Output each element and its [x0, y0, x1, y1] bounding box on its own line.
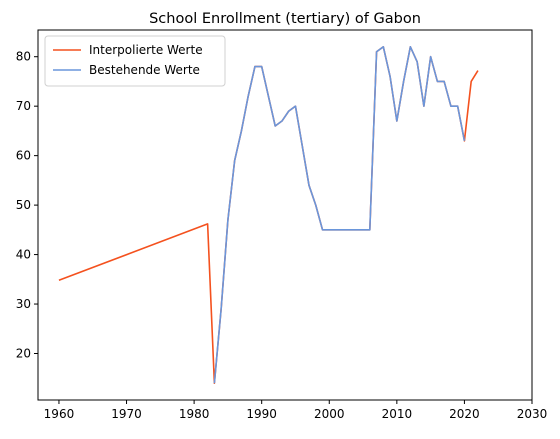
x-tick-label: 1990	[246, 407, 277, 421]
chart-title: School Enrollment (tertiary) of Gabon	[149, 11, 421, 27]
y-axis: 20 30 40 50 60 70 80	[16, 50, 38, 361]
x-tick-label: 2010	[382, 407, 413, 421]
y-tick-label: 30	[16, 297, 31, 311]
y-tick-label: 70	[16, 99, 31, 113]
x-tick-label: 1970	[111, 407, 142, 421]
y-tick-label: 50	[16, 198, 31, 212]
x-tick-label: 2030	[517, 407, 548, 421]
x-axis: 1960 1970 1980 1990 2000 2010 2020 2030	[44, 400, 548, 421]
plot-area-frame	[37, 29, 533, 401]
series-layer	[58, 46, 479, 384]
x-tick-label: 2000	[314, 407, 345, 421]
legend-label-2: Bestehende Werte	[89, 63, 200, 77]
y-tick-label: 80	[16, 50, 31, 64]
x-tick-label: 1980	[179, 407, 210, 421]
y-tick-label: 60	[16, 149, 31, 163]
legend: Interpolierte Werte Bestehende Werte	[44, 35, 226, 87]
legend-box	[44, 35, 226, 87]
legend-label-1: Interpolierte Werte	[89, 43, 203, 57]
x-tick-label: 2020	[449, 407, 480, 421]
x-tick-label: 1960	[44, 407, 75, 421]
y-tick-label: 20	[16, 347, 31, 361]
y-tick-label: 40	[16, 248, 31, 262]
series-line-2	[213, 46, 466, 384]
